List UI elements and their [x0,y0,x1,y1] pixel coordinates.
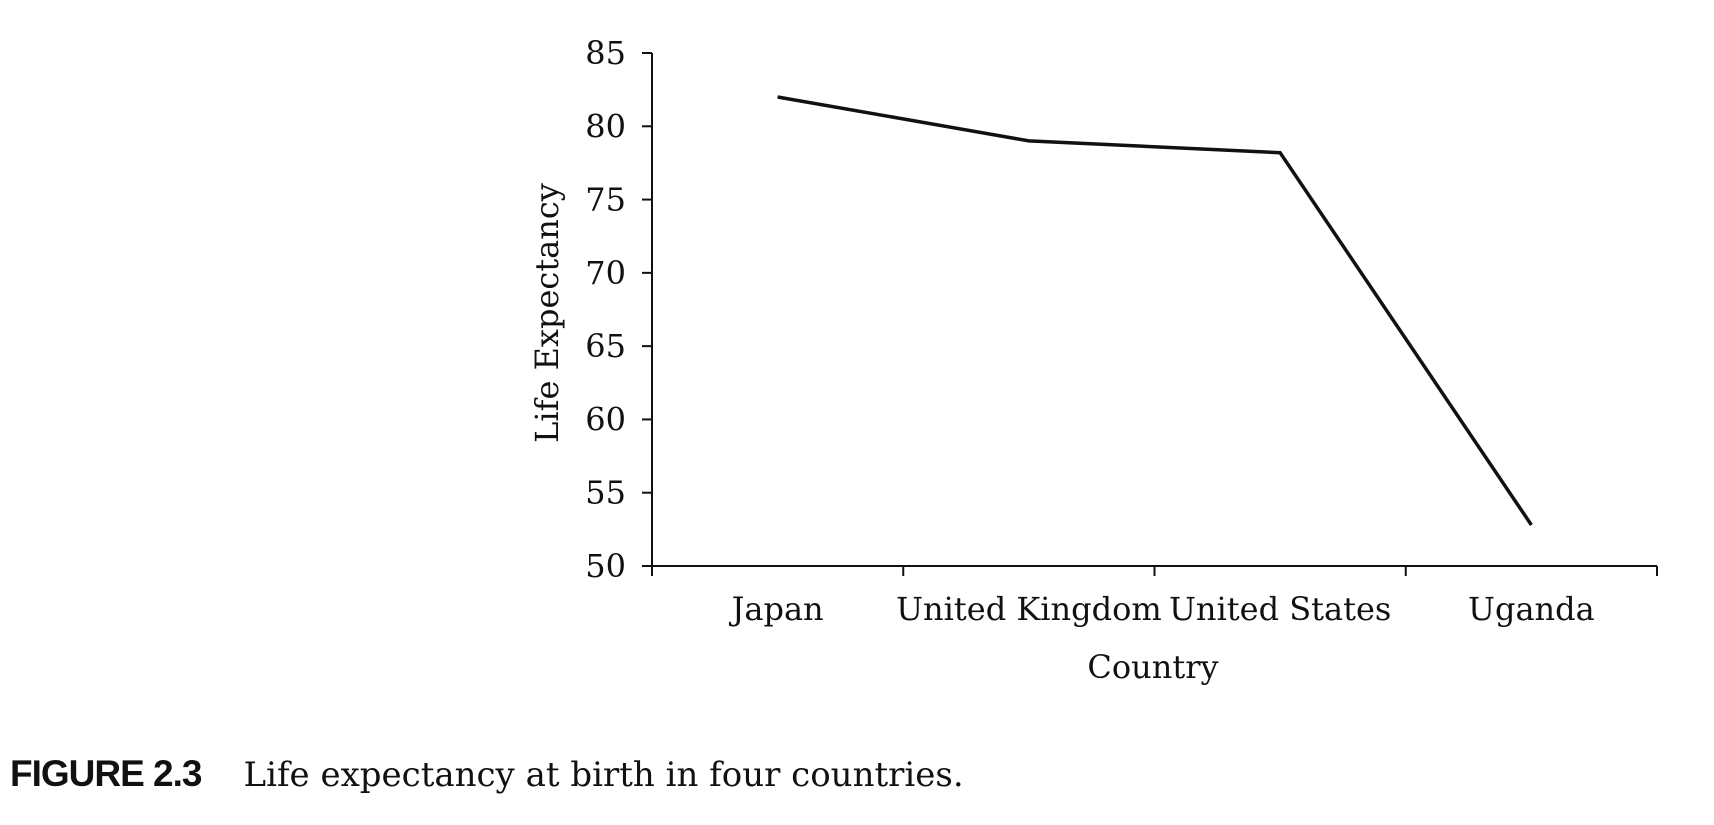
y-tick-label: 85 [585,34,626,72]
x-tick-label: Uganda [1468,590,1595,628]
figure-caption: FIGURE 2.3 Life expectancy at birth in fo… [10,753,964,795]
y-axis-title: Life Expectancy [528,183,566,443]
figure-label: FIGURE 2.3 [10,753,202,794]
y-tick-label: 80 [585,107,626,145]
x-tick-label: United Kingdom [896,590,1162,628]
x-tick-label: Japan [729,590,824,628]
y-axis-ticks: 50 55 60 65 70 75 80 85 [585,34,652,585]
y-tick-label: 75 [585,181,626,219]
x-tick-label: United States [1169,590,1391,628]
y-tick-label: 60 [585,400,626,438]
x-axis-title: Country [1087,648,1218,686]
y-tick-label: 50 [585,547,626,585]
y-tick-label: 55 [585,474,626,512]
y-tick-label: 70 [585,254,626,292]
series-line [777,95,1533,526]
caption-text: Life expectancy at birth in four countri… [243,755,964,795]
series-group [777,95,1533,526]
line-chart: 50 55 60 65 70 75 80 85 Japan United Kingdom Unit… [528,34,1658,686]
x-axis-ticks: Japan United Kingdom United States Uganda [651,566,1658,628]
y-tick-label: 65 [585,327,626,365]
